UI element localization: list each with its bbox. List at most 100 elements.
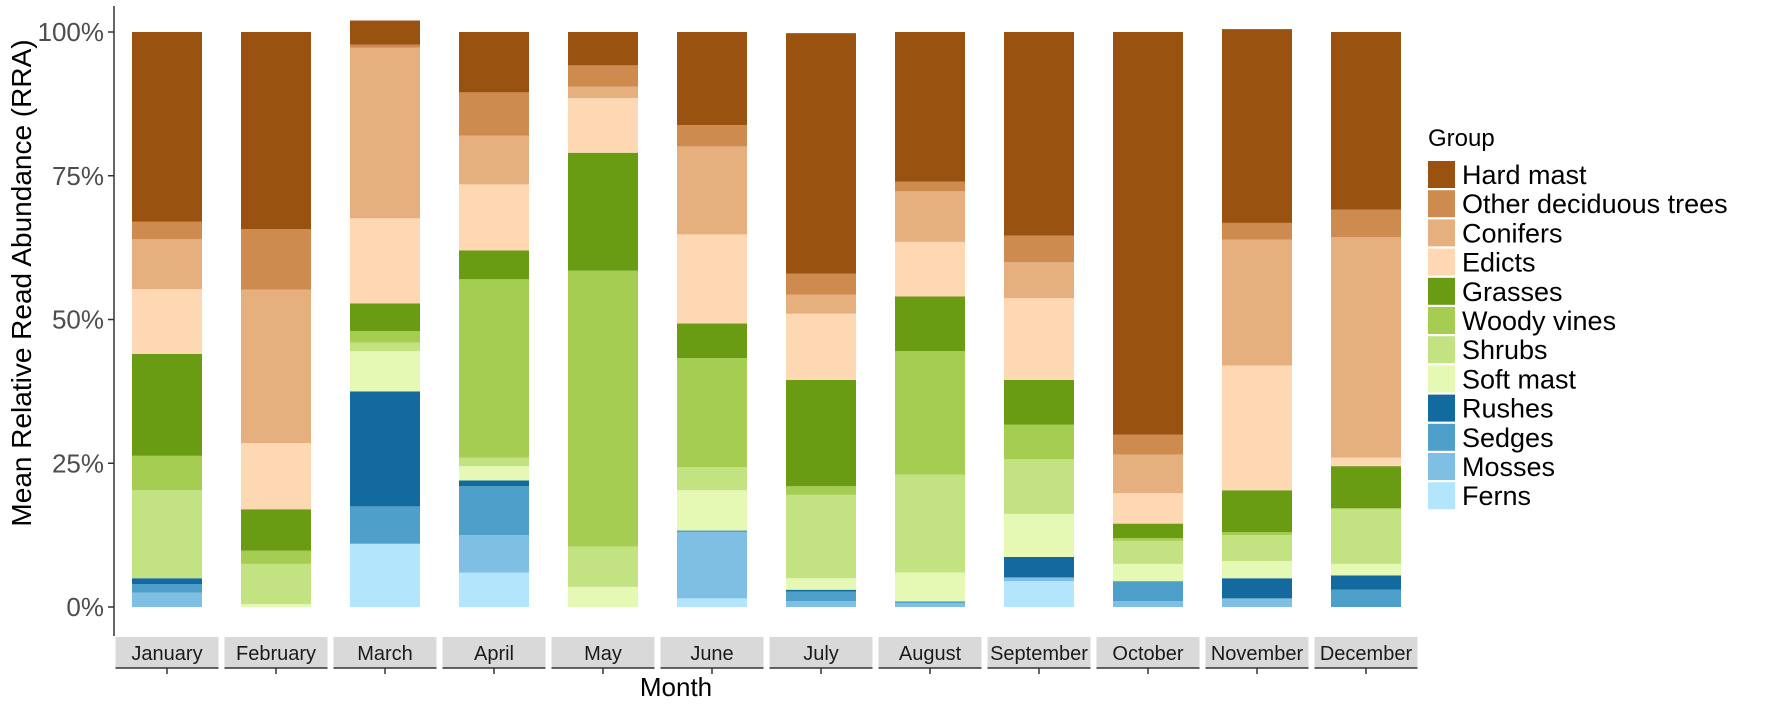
- bar-segment-edicts-december: [1331, 457, 1401, 467]
- bar-segment-shrubs-may: [568, 546, 638, 587]
- legend-label: Edicts: [1462, 248, 1536, 278]
- legend-title: Group: [1428, 125, 1495, 152]
- bar-segment-sedges-april: [459, 486, 529, 536]
- bar-segment-edicts-june: [677, 234, 747, 324]
- bar-segment-woody-vines-july: [786, 486, 856, 495]
- bar-segment-mosses-september: [1004, 578, 1074, 582]
- legend-key-soft-mast: [1428, 365, 1455, 393]
- bar-segment-other-deciduous-trees-march: [350, 44, 420, 48]
- bar-segment-soft-mast-february: [241, 604, 311, 607]
- legend-label: Grasses: [1462, 277, 1563, 307]
- bar-segment-grasses-may: [568, 152, 638, 271]
- x-tick-label: July: [803, 643, 839, 665]
- legend-label: Shrubs: [1462, 335, 1548, 365]
- bar-segment-sedges-july: [786, 591, 856, 602]
- x-tick-label: June: [690, 643, 733, 665]
- bar-segment-rushes-november: [1222, 578, 1292, 599]
- bar-segment-conifers-january: [132, 239, 202, 290]
- bar-segment-ferns-june: [677, 598, 747, 607]
- bar-segment-other-deciduous-trees-february: [241, 229, 311, 290]
- bar-segment-woody-vines-february: [241, 550, 311, 564]
- legend-key-shrubs: [1428, 336, 1455, 364]
- bar-segment-edicts-march: [350, 218, 420, 304]
- bar-segment-sedges-august: [895, 601, 965, 603]
- bar-segment-edicts-may: [568, 98, 638, 153]
- y-tick-label: 0%: [66, 592, 104, 622]
- bar-segment-soft-mast-november: [1222, 561, 1292, 579]
- facet-strip: [442, 637, 546, 668]
- bar-segment-soft-mast-march: [350, 351, 420, 392]
- bar-segment-hard-mast-june: [677, 32, 747, 126]
- bar-segment-mosses-june: [677, 532, 747, 599]
- bar-segment-other-deciduous-trees-september: [1004, 235, 1074, 262]
- facet-strip: [660, 637, 764, 668]
- bar-segment-edicts-april: [459, 184, 529, 251]
- legend-label: Mosses: [1462, 452, 1555, 482]
- bar-segment-woody-vines-january: [132, 455, 202, 491]
- bar-segment-hard-mast-may: [568, 32, 638, 66]
- bar-segment-conifers-july: [786, 294, 856, 314]
- facet-strip: [1205, 637, 1309, 668]
- bar-segment-grasses-october: [1113, 523, 1183, 538]
- plot-area: 0% 25% 50% 75% 100%: [38, 6, 1401, 636]
- bar-segment-mosses-july: [786, 601, 856, 607]
- bar-segment-conifers-december: [1331, 237, 1401, 458]
- facet-strip: [115, 637, 219, 668]
- bar-segment-ferns-march: [350, 543, 420, 607]
- bar-segment-other-deciduous-trees-november: [1222, 222, 1292, 240]
- bar-segment-soft-mast-june: [677, 490, 747, 531]
- bar-segment-shrubs-july: [786, 494, 856, 579]
- bar-segment-conifers-may: [568, 86, 638, 99]
- bar-segment-other-deciduous-trees-december: [1331, 209, 1401, 238]
- bar-segment-other-deciduous-trees-april: [459, 92, 529, 136]
- bar-segment-hard-mast-april: [459, 32, 529, 93]
- y-axis-title: Mean Relative Read Abundance (RRA): [6, 39, 37, 526]
- facet-strip: [1314, 637, 1418, 668]
- bar-segment-edicts-july: [786, 313, 856, 380]
- bar-segment-hard-mast-february: [241, 32, 311, 230]
- bar-segment-ferns-april: [459, 572, 529, 607]
- bar-segment-other-deciduous-trees-july: [786, 273, 856, 295]
- x-tick-label: October: [1112, 643, 1183, 665]
- bar-segment-shrubs-august: [895, 474, 965, 573]
- bar-segment-mosses-october: [1113, 601, 1183, 607]
- bar-segment-other-deciduous-trees-may: [568, 65, 638, 87]
- legend-key-rushes: [1428, 394, 1455, 422]
- y-tick-label: 75%: [52, 161, 104, 191]
- legend-key-hard-mast: [1428, 161, 1455, 188]
- bar-segment-grasses-march: [350, 303, 420, 331]
- bar-segment-rushes-april: [459, 480, 529, 487]
- x-tick-label: May: [584, 643, 622, 665]
- x-tick-label: January: [131, 643, 202, 665]
- bar-segment-woody-vines-august: [895, 351, 965, 475]
- legend-key-woody-vines: [1428, 307, 1455, 334]
- bar-segment-mosses-april: [459, 535, 529, 573]
- y-tick-label: 100%: [38, 17, 105, 47]
- bar-segment-hard-mast-march: [350, 20, 420, 45]
- bar-segment-conifers-november: [1222, 239, 1292, 366]
- bar-segment-mosses-november: [1222, 598, 1292, 607]
- facet-strip: [1096, 637, 1200, 668]
- bar-segment-sedges-october: [1113, 581, 1183, 602]
- bar-segment-sedges-september: [1004, 577, 1074, 579]
- bar-segment-edicts-february: [241, 443, 311, 510]
- facet-strip: [333, 637, 437, 668]
- bar-segment-soft-mast-july: [786, 578, 856, 590]
- bar-segment-other-deciduous-trees-january: [132, 221, 202, 239]
- x-tick-label: September: [990, 643, 1088, 665]
- x-tick-label: April: [474, 643, 514, 665]
- bar-segment-woody-vines-march: [350, 331, 420, 343]
- bar-segment-edicts-november: [1222, 365, 1292, 491]
- bar-segment-shrubs-december: [1331, 509, 1401, 564]
- legend-label: Sedges: [1462, 423, 1554, 453]
- bar-segment-woody-vines-december: [1331, 508, 1401, 510]
- legend-label: Ferns: [1462, 481, 1531, 511]
- bar-segment-shrubs-february: [241, 563, 311, 605]
- bar-segment-hard-mast-january: [132, 32, 202, 222]
- bar-segment-woody-vines-may: [568, 270, 638, 547]
- bar-segment-sedges-december: [1331, 589, 1401, 607]
- bar-segment-rushes-september: [1004, 556, 1074, 578]
- bar-segment-edicts-october: [1113, 493, 1183, 524]
- bar-segment-sedges-june: [677, 530, 747, 533]
